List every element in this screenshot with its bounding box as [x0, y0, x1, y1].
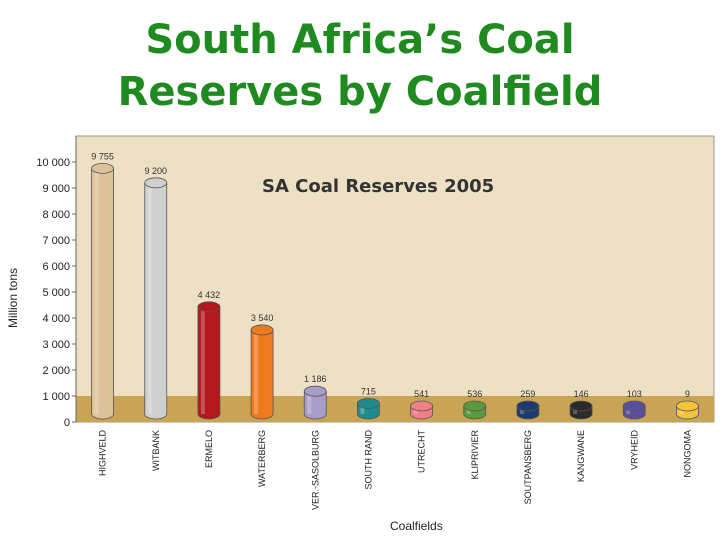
bar-top	[250, 324, 274, 336]
bar-value-label: 541	[414, 389, 429, 399]
x-tick-label: WITBANK	[151, 430, 161, 471]
bar-body	[304, 391, 327, 414]
y-tick-label: 5 000	[42, 287, 70, 299]
x-tick-label: WATERBERG	[257, 430, 267, 487]
chart-floor	[76, 396, 714, 422]
x-tick-label: SOUTH RAND	[363, 430, 373, 490]
bar-top	[91, 162, 114, 174]
bar-highveld: 9 755	[91, 151, 114, 420]
bar-south-rand: 715	[357, 386, 380, 420]
bar-highlight	[254, 329, 259, 414]
bar-soutpansberg: 259	[516, 389, 540, 420]
slide-title: South Africa’s Coal Reserves by Coalfiel…	[0, 14, 720, 118]
x-axis-label: Coalfields	[390, 519, 443, 533]
y-tick-label: 1 000	[42, 391, 70, 403]
y-tick-label: 6 000	[42, 261, 70, 273]
bar-body	[144, 182, 167, 414]
bar-waterberg: 3 540	[250, 313, 274, 420]
y-tick-label: 10 000	[36, 157, 70, 169]
y-axis-label: Million tons	[6, 268, 20, 328]
bar-value-label: 103	[627, 389, 642, 399]
bar-body	[251, 329, 274, 414]
bar-body	[197, 306, 220, 414]
bar-top	[303, 385, 327, 397]
x-tick-label: ERMELO	[204, 430, 214, 468]
x-tick-label: NONGOMA	[682, 430, 692, 478]
bar-top	[197, 301, 221, 313]
bar-top	[622, 400, 646, 412]
bar-highlight	[307, 391, 312, 414]
bar-utrecht: 541	[410, 389, 433, 420]
bar-top	[410, 400, 433, 412]
bar-kangwane: 146	[569, 389, 593, 420]
bar-value-label: 1 186	[304, 374, 327, 384]
bar-top	[516, 400, 540, 412]
bar-witbank: 9 200	[144, 166, 168, 420]
bar-value-label: 3 540	[251, 313, 274, 323]
bar-highlight	[200, 306, 205, 414]
y-tick-label: 9 000	[42, 183, 70, 195]
bar-value-label: 9 200	[144, 166, 167, 176]
bar-top	[569, 400, 593, 412]
x-tick-label: KLIPRIVIER	[470, 430, 480, 480]
bar-ermelo: 4 432	[197, 290, 221, 420]
x-tick-label: VRYHEID	[629, 430, 639, 470]
bar-highlight	[360, 403, 365, 414]
x-tick-label: UTRECHT	[417, 430, 427, 473]
y-tick-label: 3 000	[42, 339, 70, 351]
plot-background	[75, 135, 715, 423]
x-tick-label: VER.-SASOLBURG	[310, 430, 320, 510]
y-tick-label: 0	[64, 417, 70, 429]
bar-value-label: 536	[467, 389, 482, 399]
x-tick-label: SOUTPANSBERG	[523, 430, 533, 504]
x-tick-label: HIGHVELD	[98, 430, 108, 477]
chart-title: SA Coal Reserves 2005	[262, 176, 494, 197]
y-tick-label: 4 000	[42, 313, 70, 325]
bar-value-label: 4 432	[198, 290, 221, 300]
bar-kliprivier: 536	[463, 389, 487, 420]
slide-title-line-1: South Africa’s Coal	[145, 17, 575, 63]
coal-reserves-chart: SA Coal Reserves 2005 9 755 9 200 4 432 3 5…	[6, 135, 715, 533]
y-tick-label: 7 000	[42, 235, 70, 247]
bar-nongoma: 9	[676, 389, 699, 420]
bar-top	[144, 177, 168, 189]
bar-top	[463, 400, 487, 412]
y-tick-label: 8 000	[42, 209, 70, 221]
bar-top	[357, 398, 380, 409]
bar-value-label: 146	[574, 389, 589, 399]
bar-vryheid: 103	[622, 389, 646, 420]
bar-highlight	[94, 168, 99, 414]
x-tick-label: KANGWANE	[576, 430, 586, 482]
bar-ver-sasolburg: 1 186	[303, 374, 327, 420]
y-tick-label: 2 000	[42, 365, 70, 377]
slide-title-line-2: Reserves by Coalfield	[117, 69, 603, 115]
bar-body	[91, 168, 114, 414]
bar-value-label: 9	[685, 389, 690, 399]
bar-highlight	[147, 182, 152, 414]
bar-value-label: 259	[520, 389, 535, 399]
bar-value-label: 715	[361, 386, 376, 396]
bar-top	[676, 400, 699, 412]
bar-value-label: 9 755	[91, 151, 114, 161]
